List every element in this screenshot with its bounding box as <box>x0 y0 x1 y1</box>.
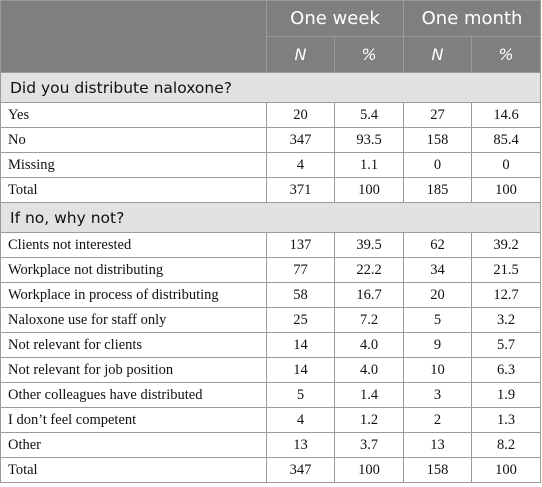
table-row: Other colleagues have distributed 5 1.4 3 1.… <box>0 382 542 408</box>
week-pct-cell: 3.7 <box>333 432 405 458</box>
table-body: Did you distribute naloxone? Yes 20 5.4 27 14… <box>0 72 542 483</box>
month-pct-cell: 0 <box>471 152 542 178</box>
header-row-groups: One week One month <box>0 0 542 73</box>
row-label: Other <box>0 432 267 458</box>
table-row: Total 347 100 158 100 <box>0 457 542 483</box>
month-n-cell: 13 <box>403 432 473 458</box>
month-n-cell: 158 <box>403 457 473 483</box>
table-row: Workplace in process of distributing 58 16… <box>0 282 542 308</box>
section-header-row: If no, why not? <box>0 202 542 233</box>
month-n-cell: 0 <box>403 152 473 178</box>
week-pct-cell: 7.2 <box>333 307 405 333</box>
month-n-cell: 27 <box>403 102 473 128</box>
month-n-cell: 5 <box>403 307 473 333</box>
week-pct-cell: 100 <box>333 457 405 483</box>
week-n-cell: 4 <box>266 152 335 178</box>
month-n-cell: 158 <box>403 127 473 153</box>
week-n-cell: 137 <box>266 232 335 258</box>
week-n-cell: 58 <box>266 282 335 308</box>
week-n-cell: 14 <box>266 332 335 358</box>
section-title: If no, why not? <box>0 202 542 233</box>
month-pct-cell: 12.7 <box>471 282 542 308</box>
week-n-cell: 14 <box>266 357 335 383</box>
header-week-pct: % <box>333 36 405 73</box>
week-pct-cell: 4.0 <box>333 357 405 383</box>
week-pct-cell: 4.0 <box>333 332 405 358</box>
table-row: Naloxone use for staff only 25 7.2 5 3.2 <box>0 307 542 333</box>
month-pct-cell: 6.3 <box>471 357 542 383</box>
row-label: Not relevant for job position <box>0 357 267 383</box>
header-corner-cell <box>0 0 267 73</box>
header-month-pct: % <box>471 36 542 73</box>
week-n-cell: 347 <box>266 457 335 483</box>
row-label: Workplace not distributing <box>0 257 267 283</box>
week-pct-cell: 5.4 <box>333 102 405 128</box>
month-n-cell: 20 <box>403 282 473 308</box>
month-n-cell: 10 <box>403 357 473 383</box>
week-n-cell: 77 <box>266 257 335 283</box>
week-pct-cell: 100 <box>333 177 405 203</box>
row-label: Missing <box>0 152 267 178</box>
week-pct-cell: 16.7 <box>333 282 405 308</box>
row-label: Workplace in process of distributing <box>0 282 267 308</box>
table-row: Not relevant for clients 14 4.0 9 5.7 <box>0 332 542 358</box>
month-pct-cell: 100 <box>471 177 542 203</box>
month-pct-cell: 8.2 <box>471 432 542 458</box>
table-row: I don’t feel competent 4 1.2 2 1.3 <box>0 407 542 433</box>
month-pct-cell: 5.7 <box>471 332 542 358</box>
header-week-n: N <box>266 36 335 73</box>
row-label: Naloxone use for staff only <box>0 307 267 333</box>
row-label: I don’t feel competent <box>0 407 267 433</box>
month-n-cell: 9 <box>403 332 473 358</box>
section-header-row: Did you distribute naloxone? <box>0 72 542 103</box>
table-row: No 347 93.5 158 85.4 <box>0 127 542 153</box>
header-month-n: N <box>403 36 473 73</box>
row-label: Not relevant for clients <box>0 332 267 358</box>
row-label: Yes <box>0 102 267 128</box>
week-pct-cell: 93.5 <box>333 127 405 153</box>
table-row: Clients not interested 137 39.5 62 39.2 <box>0 232 542 258</box>
row-label: No <box>0 127 267 153</box>
month-n-cell: 3 <box>403 382 473 408</box>
table-row: Other 13 3.7 13 8.2 <box>0 432 542 458</box>
table-row: Yes 20 5.4 27 14.6 <box>0 102 542 128</box>
month-pct-cell: 100 <box>471 457 542 483</box>
month-n-cell: 34 <box>403 257 473 283</box>
week-n-cell: 347 <box>266 127 335 153</box>
week-n-cell: 4 <box>266 407 335 433</box>
table-row: Missing 4 1.1 0 0 <box>0 152 542 178</box>
week-pct-cell: 22.2 <box>333 257 405 283</box>
month-n-cell: 2 <box>403 407 473 433</box>
header-one-week: One week <box>265 0 405 37</box>
row-label: Other colleagues have distributed <box>0 382 267 408</box>
table-row: Total 371 100 185 100 <box>0 177 542 203</box>
week-n-cell: 13 <box>266 432 335 458</box>
week-n-cell: 20 <box>266 102 335 128</box>
table-row: Not relevant for job position 14 4.0 10 6.3 <box>0 357 542 383</box>
table-row: Workplace not distributing 77 22.2 34 21.5 <box>0 257 542 283</box>
row-label: Total <box>0 457 267 483</box>
month-pct-cell: 85.4 <box>471 127 542 153</box>
month-pct-cell: 3.2 <box>471 307 542 333</box>
week-n-cell: 25 <box>266 307 335 333</box>
week-pct-cell: 1.1 <box>333 152 405 178</box>
week-pct-cell: 1.2 <box>333 407 405 433</box>
week-n-cell: 5 <box>266 382 335 408</box>
row-label: Clients not interested <box>0 232 267 258</box>
month-n-cell: 185 <box>403 177 473 203</box>
month-pct-cell: 14.6 <box>471 102 542 128</box>
week-pct-cell: 39.5 <box>333 232 405 258</box>
week-n-cell: 371 <box>266 177 335 203</box>
header-one-month: One month <box>403 0 542 37</box>
month-pct-cell: 21.5 <box>471 257 542 283</box>
row-label: Total <box>0 177 267 203</box>
month-pct-cell: 1.9 <box>471 382 542 408</box>
month-pct-cell: 39.2 <box>471 232 542 258</box>
header-row-measures: N % N % <box>0 36 542 73</box>
week-pct-cell: 1.4 <box>333 382 405 408</box>
month-pct-cell: 1.3 <box>471 407 542 433</box>
month-n-cell: 62 <box>403 232 473 258</box>
section-title: Did you distribute naloxone? <box>0 72 542 103</box>
